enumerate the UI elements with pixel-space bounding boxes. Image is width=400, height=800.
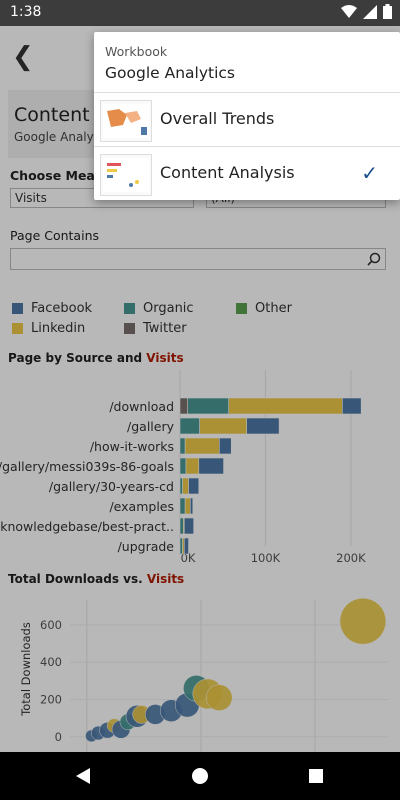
bar-category-label: /examples <box>109 499 174 514</box>
sheet-item-content-analysis[interactable]: Content Analysis ✓ <box>94 148 400 200</box>
bar-category-label: /download <box>109 399 174 414</box>
bar-segment <box>198 457 224 475</box>
legend-item-facebook[interactable]: Facebook <box>12 301 92 316</box>
legend-item-twitter[interactable]: Twitter <box>124 321 187 336</box>
scatter-point <box>339 597 387 645</box>
x-tick-label: 100K <box>251 551 281 565</box>
divider <box>94 146 400 147</box>
bar-chart-title-measure: Visits <box>146 351 184 365</box>
wifi-icon <box>341 4 357 18</box>
bar-segment <box>182 477 189 495</box>
bar-category-label: /gallery/messi039s-86-goals <box>0 459 174 474</box>
bar-segment <box>179 537 183 555</box>
status-time: 1:38 <box>10 4 42 20</box>
legend-label: Twitter <box>143 321 187 336</box>
bar-category-label: /upgrade <box>118 539 175 554</box>
bar-category-label: /knowledgebase/best-pract.. <box>0 519 174 534</box>
bar-segment <box>179 437 186 455</box>
bar-segment <box>179 497 186 515</box>
battery-icon <box>383 4 392 19</box>
bar-segment <box>342 397 362 415</box>
bar-category-label: /gallery/30-years-cd <box>49 479 174 494</box>
bar-segment <box>199 417 247 435</box>
legend-swatch <box>12 323 23 334</box>
page-contains-label: Page Contains <box>10 228 100 243</box>
bar-segment <box>228 397 343 415</box>
sheet-thumbnail <box>100 100 152 142</box>
y-tick-label: 600 <box>40 618 62 632</box>
sheet-thumbnail <box>100 154 152 196</box>
legend-label: Organic <box>143 301 194 316</box>
sheet-switcher-popup: Workbook Google Analytics Overall Trends <box>94 32 400 200</box>
bar-chart-title: Page by Source and Visits <box>8 351 184 365</box>
signal-icon <box>363 4 377 19</box>
bar-segment <box>187 397 230 415</box>
bar-category-label: /gallery <box>127 419 175 434</box>
bar-segment <box>179 477 183 495</box>
sheet-item-label: Overall Trends <box>160 109 275 128</box>
system-nav-bar <box>0 752 400 800</box>
workbook-name: Google Analytics <box>105 64 235 82</box>
bar-segment <box>179 397 188 415</box>
legend-swatch <box>236 303 247 314</box>
y-tick-label: 200 <box>40 693 62 707</box>
bar-segment <box>189 497 194 515</box>
workbook-label: Workbook <box>105 44 168 59</box>
scatter-chart-svg: 0 200 400 600 Total Downloads <box>19 597 388 752</box>
bar-chart-title-prefix: Page by Source and <box>8 351 147 365</box>
x-tick-label: 200K <box>336 551 366 565</box>
bar-segment <box>183 537 189 555</box>
legend-label: Linkedin <box>31 321 86 336</box>
legend-label: Other <box>255 301 292 316</box>
legend-swatch <box>124 323 135 334</box>
bar-segment <box>179 417 200 435</box>
measure-select-value: Visits <box>15 191 47 205</box>
legend-swatch <box>12 303 23 314</box>
scatter-chart: 0 200 400 600 Total Downloads <box>0 592 400 752</box>
back-triangle-icon[interactable] <box>72 764 96 788</box>
dashboard-title: Content Ar <box>14 104 117 126</box>
sheet-item-label: Content Analysis <box>160 163 295 182</box>
bar-segment <box>246 417 280 435</box>
y-tick-label: 400 <box>40 655 62 669</box>
legend-swatch <box>124 303 135 314</box>
bar-segment <box>219 437 232 455</box>
bar-segment <box>179 517 184 535</box>
bar-chart-svg: 0K 100K 200K/download/gallery/how-it-works… <box>0 370 366 565</box>
bar-segment <box>185 457 200 475</box>
legend-item-other[interactable]: Other <box>236 301 292 316</box>
recents-square-icon[interactable] <box>304 764 328 788</box>
bar-category-label: /how-it-works <box>90 439 174 454</box>
choose-measure-label: Choose Measur <box>10 168 118 183</box>
bar-segment <box>184 497 191 515</box>
status-icons <box>341 4 392 19</box>
bar-segment <box>184 437 220 455</box>
legend-item-organic[interactable]: Organic <box>124 301 194 316</box>
scatter-chart-title-measure: Visits <box>146 572 185 586</box>
x-tick-label: 0K <box>181 551 196 565</box>
scatter-chart-title-prefix: Total Downloads vs. <box>8 572 147 586</box>
dashboard-subtitle: Google Analytic <box>14 130 109 144</box>
bar-segment <box>179 457 187 475</box>
bar-segment <box>188 477 200 495</box>
scatter-chart-title: Total Downloads vs. Visits <box>8 572 184 586</box>
y-tick-label: 0 <box>55 730 62 744</box>
divider <box>94 92 400 93</box>
bar-chart: 0K 100K 200K/download/gallery/how-it-works… <box>0 370 400 570</box>
bar-segment <box>183 517 194 535</box>
back-icon[interactable]: ❮ <box>12 42 34 72</box>
status-bar: 1:38 <box>0 0 400 26</box>
home-circle-icon[interactable] <box>188 764 212 788</box>
page-contains-input[interactable] <box>10 248 386 270</box>
legend-label: Facebook <box>31 301 93 316</box>
sheet-item-overall-trends[interactable]: Overall Trends <box>94 94 400 146</box>
legend-item-linkedin[interactable]: Linkedin <box>12 321 85 336</box>
search-icon[interactable] <box>367 252 381 266</box>
y-axis-label: Total Downloads <box>19 622 33 717</box>
scatter-point <box>205 684 233 711</box>
checkmark-icon: ✓ <box>361 161 378 185</box>
